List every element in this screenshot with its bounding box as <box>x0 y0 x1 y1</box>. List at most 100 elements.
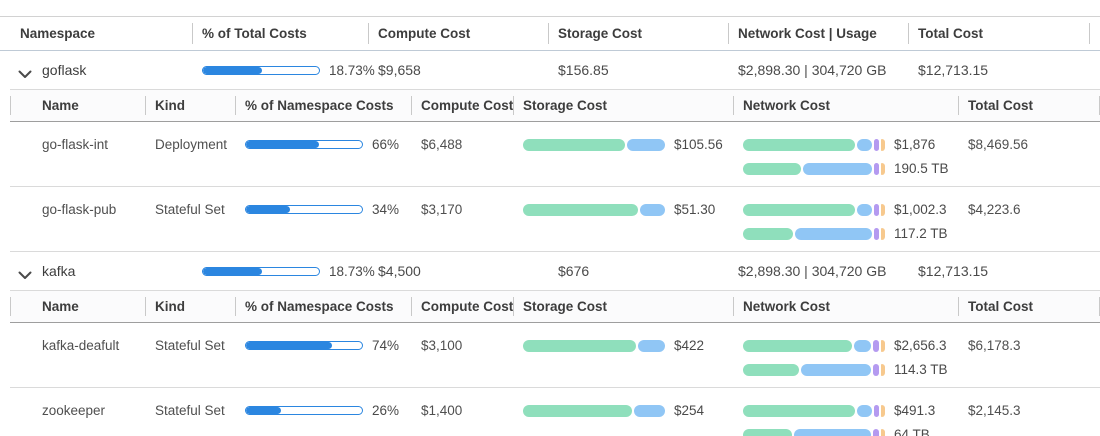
workload-table-kafka: Name Kind % of Namespace Costs Compute C… <box>0 290 1100 436</box>
workload-kind: Stateful Set <box>155 338 225 353</box>
col-name: Name <box>10 90 145 121</box>
workload-name: go-flask-pub <box>42 202 117 217</box>
compute-cost-value: $9,658 <box>378 62 421 78</box>
network-cost-value: $491.3 <box>894 403 936 418</box>
chevron-down-icon[interactable] <box>18 267 32 279</box>
workload-row-go-flask-pub[interactable]: go-flask-pub Stateful Set 34% $3,170 $51… <box>10 187 1100 252</box>
chevron-down-icon[interactable] <box>18 66 32 78</box>
network-usage-value: 114.3 TB <box>894 362 948 377</box>
bar-segment <box>873 404 879 417</box>
bar-segment <box>873 138 879 151</box>
col-storage-cost: Storage Cost <box>548 17 728 50</box>
bar-segment <box>638 339 665 352</box>
bar-fill <box>246 206 291 213</box>
workload-row-kafka-deafult[interactable]: kafka-deafult Stateful Set 74% $3,100 $4… <box>10 323 1100 388</box>
bar-segment <box>873 363 879 376</box>
bar-segment <box>634 404 665 417</box>
pct-label: 66% <box>372 137 400 152</box>
storage-cost-value: $254 <box>674 403 705 418</box>
bar-segment <box>743 138 855 151</box>
namespace-table-header: Namespace % of Total Costs Compute Cost … <box>0 17 1100 51</box>
col-namespace: Namespace <box>20 26 96 41</box>
bar-fill <box>246 141 320 148</box>
bar-segment <box>743 162 802 175</box>
pct-total-costs-bar: 18.73% <box>202 264 375 279</box>
total-cost-value: $4,223.6 <box>968 202 1021 217</box>
bar-segment <box>856 404 872 417</box>
col-pct-total-costs: % of Total Costs <box>192 17 368 50</box>
pct-label: 26% <box>372 403 400 418</box>
bar-segment <box>880 162 886 175</box>
col-total-cost: Total Cost <box>958 291 1100 322</box>
pct-namespace-costs-bar: 34% <box>245 202 411 217</box>
storage-cost-bar: $51.30 <box>523 202 733 217</box>
compute-cost-value: $6,488 <box>421 137 463 152</box>
workload-row-go-flask-int[interactable]: go-flask-int Deployment 66% $6,488 $105.… <box>10 122 1100 187</box>
bar-segment <box>743 339 852 352</box>
storage-cost-value: $422 <box>674 338 705 353</box>
namespace-row-goflask[interactable]: goflask 18.73% $9,658 $156.85 $2,898.30 … <box>0 51 1100 89</box>
workload-kind: Stateful Set <box>155 202 225 217</box>
bar-segment <box>856 138 872 151</box>
namespace-row-kafka[interactable]: kafka 18.73% $4,500 $676 $2,898.30 | 304… <box>0 252 1100 290</box>
col-kind: Kind <box>145 291 235 322</box>
col-compute-cost: Compute Cost <box>411 90 513 121</box>
workload-table-header: Name Kind % of Namespace Costs Compute C… <box>10 290 1100 323</box>
workload-row-zookeeper[interactable]: zookeeper Stateful Set 26% $1,400 $254 <box>10 388 1100 436</box>
compute-cost-value: $1,400 <box>421 403 463 418</box>
network-cost-bars: $1,876 190.5 TB <box>743 137 958 176</box>
network-usage-value: 190.5 TB <box>894 161 949 176</box>
storage-cost-value: $105.56 <box>674 137 723 152</box>
storage-cost-bar: $254 <box>523 403 733 418</box>
bar-segment <box>743 404 855 417</box>
col-storage-cost: Storage Cost <box>513 90 733 121</box>
pct-label: 18.73% <box>329 62 375 78</box>
workload-table-goflask: Name Kind % of Namespace Costs Compute C… <box>0 89 1100 252</box>
compute-cost-value: $4,500 <box>378 263 421 279</box>
col-compute-cost: Compute Cost <box>368 17 548 50</box>
bar-segment <box>743 203 855 216</box>
pct-namespace-costs-bar: 26% <box>245 403 411 418</box>
col-kind: Kind <box>145 90 235 121</box>
workload-table-header: Name Kind % of Namespace Costs Compute C… <box>10 89 1100 122</box>
pct-total-costs-bar: 18.73% <box>202 63 375 78</box>
col-total-cost: Total Cost <box>908 17 1100 50</box>
bar-fill <box>246 407 281 414</box>
col-compute-cost: Compute Cost <box>411 291 513 322</box>
bar-segment <box>803 162 872 175</box>
bar-segment <box>523 203 638 216</box>
col-network-cost-usage: Network Cost | Usage <box>728 17 908 50</box>
bar-segment <box>873 339 879 352</box>
pct-namespace-costs-bar: 74% <box>245 338 411 353</box>
bar-segment <box>880 428 885 436</box>
network-cost-bars: $491.3 64 TB <box>743 403 958 436</box>
network-cost-value: $1,002.3 <box>894 202 947 217</box>
storage-cost-value: $51.30 <box>674 202 716 217</box>
namespace-name: kafka <box>42 263 76 279</box>
bar-segment <box>627 138 665 151</box>
bar-segment <box>880 227 886 240</box>
bar-segment <box>523 339 637 352</box>
storage-cost-bar: $422 <box>523 338 733 353</box>
storage-cost-value: $676 <box>558 263 590 279</box>
storage-cost-bar: $105.56 <box>523 137 733 152</box>
bar-segment <box>880 203 886 216</box>
bar-fill <box>246 342 332 349</box>
network-cost-value: $1,876 <box>894 137 936 152</box>
bar-fill <box>203 66 263 74</box>
bar-segment <box>743 363 799 376</box>
pct-label: 74% <box>372 338 400 353</box>
total-cost-value: $8,469.56 <box>968 137 1029 152</box>
workload-name: zookeeper <box>42 403 106 418</box>
bar-segment <box>873 428 879 436</box>
compute-cost-value: $3,100 <box>421 338 463 353</box>
bar-segment <box>880 138 886 151</box>
compute-cost-value: $3,170 <box>421 202 463 217</box>
namespace-name: goflask <box>42 62 87 78</box>
workload-name: kafka-deafult <box>42 338 120 353</box>
bar-segment <box>639 203 665 216</box>
bar-segment <box>873 227 879 240</box>
workload-kind: Stateful Set <box>155 403 225 418</box>
bar-segment <box>873 162 879 175</box>
pct-namespace-costs-bar: 66% <box>245 137 411 152</box>
